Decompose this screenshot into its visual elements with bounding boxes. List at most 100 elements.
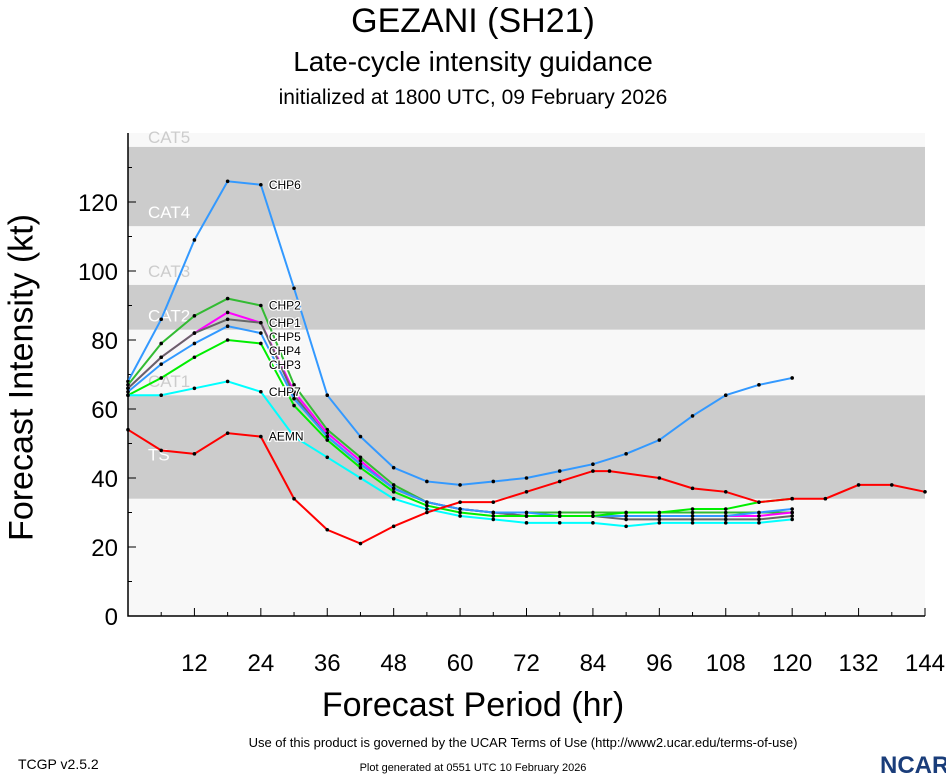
y-tick-label: 0 bbox=[105, 604, 118, 631]
x-tick-label: 24 bbox=[247, 650, 274, 677]
chart-title: GEZANI (SH21) bbox=[351, 2, 595, 40]
data-point bbox=[723, 510, 728, 515]
data-point bbox=[425, 507, 429, 511]
data-point bbox=[657, 521, 662, 525]
data-point bbox=[624, 514, 628, 518]
data-point bbox=[358, 476, 363, 480]
data-point bbox=[325, 434, 330, 439]
data-point bbox=[790, 514, 794, 518]
data-point bbox=[192, 341, 197, 346]
y-tick-label: 80 bbox=[91, 328, 118, 355]
data-point bbox=[292, 286, 296, 291]
data-point bbox=[192, 355, 197, 360]
data-point bbox=[292, 434, 296, 439]
data-point bbox=[690, 510, 695, 515]
data-point bbox=[225, 310, 230, 315]
data-point bbox=[358, 462, 363, 467]
data-point bbox=[524, 510, 529, 515]
data-point bbox=[259, 389, 263, 394]
data-point bbox=[491, 517, 496, 522]
data-point bbox=[524, 476, 529, 480]
series-label: CHP6 bbox=[269, 178, 301, 192]
data-point bbox=[325, 455, 330, 460]
y-tick-label: 20 bbox=[91, 535, 118, 562]
series-label: CHP5 bbox=[269, 330, 301, 344]
x-tick-label: 84 bbox=[580, 650, 607, 677]
series-label: CHP1 bbox=[269, 316, 301, 330]
data-point bbox=[126, 389, 130, 394]
y-axis-label: Forecast Intensity (kt) bbox=[2, 214, 41, 541]
data-point bbox=[159, 448, 164, 453]
data-point bbox=[458, 483, 462, 487]
band-label: CAT1 bbox=[148, 372, 190, 391]
data-point bbox=[425, 479, 429, 484]
data-point bbox=[358, 458, 363, 463]
data-point bbox=[325, 438, 330, 442]
data-point bbox=[591, 469, 595, 473]
data-point bbox=[856, 483, 861, 487]
band-label: CAT2 bbox=[148, 307, 190, 326]
data-point bbox=[491, 479, 496, 484]
x-tick-label: 144 bbox=[905, 650, 945, 677]
data-point bbox=[657, 438, 662, 442]
data-point bbox=[790, 496, 794, 501]
data-point bbox=[225, 324, 230, 329]
data-point bbox=[591, 510, 595, 515]
x-axis-label: Forecast Period (hr) bbox=[321, 686, 625, 724]
data-point bbox=[259, 303, 263, 308]
data-point bbox=[358, 465, 363, 470]
x-tick-label: 132 bbox=[839, 650, 879, 677]
band-cat3 bbox=[128, 226, 925, 285]
data-point bbox=[126, 393, 130, 398]
data-point bbox=[607, 469, 612, 473]
data-point bbox=[723, 521, 728, 525]
data-point bbox=[192, 331, 197, 335]
data-point bbox=[159, 341, 164, 346]
version-text: TCGP v2.5.2 bbox=[18, 756, 99, 772]
data-point bbox=[391, 524, 396, 529]
data-point bbox=[723, 514, 728, 518]
data-point bbox=[425, 500, 429, 504]
data-point bbox=[723, 507, 728, 511]
data-point bbox=[757, 383, 761, 387]
y-tick-label: 120 bbox=[78, 190, 118, 217]
data-point bbox=[325, 527, 330, 532]
series-label: CHP2 bbox=[269, 299, 301, 313]
data-point bbox=[225, 379, 230, 384]
data-point bbox=[458, 510, 462, 515]
x-tick-label: 72 bbox=[513, 650, 540, 677]
data-point bbox=[358, 541, 363, 546]
data-point bbox=[159, 355, 164, 360]
data-point bbox=[159, 376, 164, 380]
data-point bbox=[657, 514, 662, 518]
series-label: CHP3 bbox=[269, 358, 301, 372]
data-point bbox=[491, 510, 496, 515]
data-point bbox=[557, 521, 562, 525]
data-point bbox=[292, 396, 296, 401]
x-tick-label: 48 bbox=[380, 650, 407, 677]
data-point bbox=[790, 510, 794, 515]
data-point bbox=[425, 510, 429, 515]
y-tick-label: 60 bbox=[91, 397, 118, 424]
data-point bbox=[591, 514, 595, 518]
data-point bbox=[690, 486, 695, 491]
data-point bbox=[358, 455, 363, 460]
data-point bbox=[225, 296, 230, 301]
band-cat5 bbox=[128, 133, 925, 147]
data-point bbox=[192, 314, 197, 318]
data-point bbox=[823, 496, 828, 501]
data-point bbox=[391, 483, 396, 487]
data-point bbox=[391, 496, 396, 501]
data-point bbox=[491, 500, 496, 504]
data-point bbox=[458, 514, 462, 518]
data-point bbox=[259, 434, 263, 439]
data-point bbox=[657, 510, 662, 515]
data-point bbox=[524, 490, 529, 494]
data-point bbox=[159, 393, 164, 398]
series-label: CHP7 bbox=[269, 385, 301, 399]
data-point bbox=[358, 434, 363, 439]
data-point bbox=[624, 452, 628, 456]
data-point bbox=[292, 403, 296, 408]
data-point bbox=[889, 483, 894, 487]
chart-init-time: initialized at 1800 UTC, 09 February 202… bbox=[278, 86, 668, 109]
